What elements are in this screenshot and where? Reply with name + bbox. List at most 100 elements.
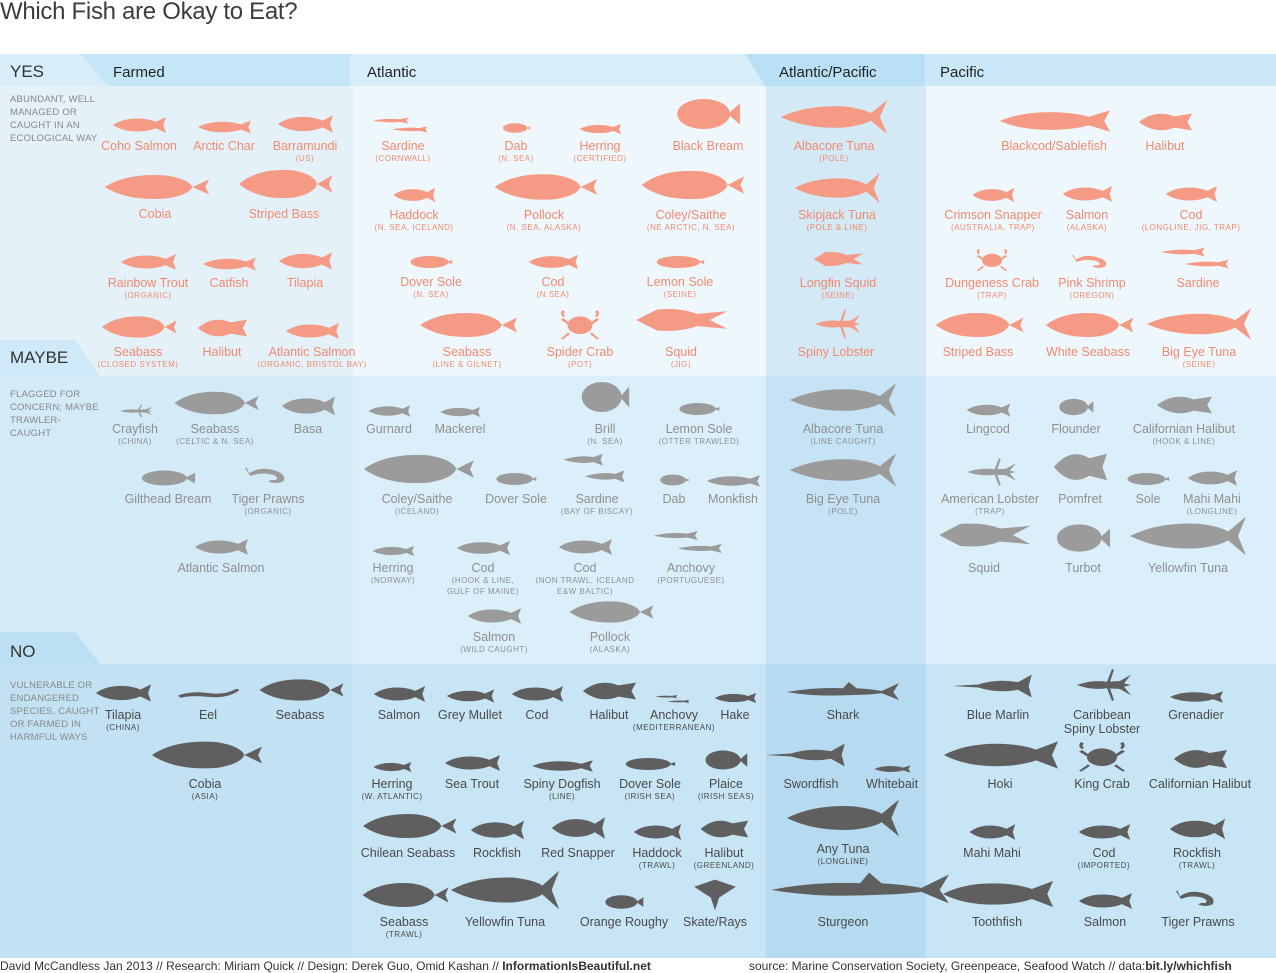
snapper-icon — [551, 817, 606, 839]
fish-name: Dab — [504, 139, 528, 153]
sole-icon — [496, 473, 537, 485]
fish-name: Coho Salmon — [101, 139, 177, 153]
fish-item: Cod (HOOK & LINE, GULF OF MAINE) — [408, 538, 558, 597]
fish-name: Lemon Sole — [646, 275, 714, 289]
fish-note: (ALASKA) — [589, 645, 631, 654]
herring-icon — [579, 123, 622, 135]
fish-name: Big Eye Tuna — [1161, 345, 1237, 359]
fish-item: Dover Sole (N. SEA) — [356, 252, 506, 300]
fish-name: Grey Mullet — [438, 708, 502, 722]
fish-name: Caribbean Spiny Lobster — [1063, 708, 1141, 736]
fish-note: (LINE CAUGHT) — [810, 437, 876, 446]
atlpac-header — [745, 54, 925, 86]
whitebait-icon — [874, 765, 911, 773]
rockfish-icon — [470, 820, 525, 840]
fish-item: Cod (N.SEA) — [478, 252, 628, 300]
fish-item: Lemon Sole (OTTER TRAWLED) — [624, 399, 774, 447]
cod-icon — [511, 686, 564, 702]
fish-item: Dab — [599, 471, 749, 506]
fish-note: (N. SEA, ICELAND) — [374, 223, 454, 232]
pomfret-icon — [1053, 453, 1108, 481]
gurnard-icon — [368, 405, 411, 417]
fish-item: Tiger Prawns — [1123, 886, 1273, 929]
fish-item: Sardine (CORNWALL) — [328, 114, 478, 164]
fish-note: (ORGANIC) — [244, 507, 292, 516]
fish-name: Salmon — [1065, 208, 1109, 222]
crab-icon — [1079, 742, 1125, 772]
fish-name: Black Bream — [672, 139, 744, 153]
fish-item: Orange Roughy — [549, 892, 699, 929]
swordfish-icon — [765, 743, 845, 767]
fish-item: Yellowfin Tuna — [1113, 514, 1263, 575]
pacific-header — [926, 54, 1276, 86]
salmon-icon — [112, 117, 167, 133]
fish-item: Black Bream — [633, 92, 783, 153]
bass-icon — [239, 169, 333, 199]
fish-item: Eel — [133, 681, 283, 722]
fish-item: Pollock (ALASKA) — [535, 597, 685, 655]
fish-name: Turbot — [1065, 561, 1101, 575]
fish-name: Eel — [198, 708, 218, 722]
fish-name: Haddock — [632, 846, 682, 860]
fish-name: Pollock — [523, 208, 565, 222]
fish-item: Striped Bass — [209, 164, 359, 221]
sole-icon — [679, 403, 720, 415]
fish-note: (IMPORTED) — [1077, 861, 1131, 870]
toothfish-icon — [942, 881, 1054, 907]
fish-name: Atlantic Salmon — [268, 345, 356, 359]
sole-icon — [625, 758, 676, 770]
fish-name: Sturgeon — [817, 915, 869, 929]
crab-icon — [560, 310, 600, 340]
fish-name: Arctic Char — [193, 139, 255, 153]
fish-name: Atlantic Salmon — [177, 561, 265, 575]
tuna-icon — [780, 100, 888, 134]
fish-name: Cod — [525, 708, 549, 722]
barramundi-icon — [277, 115, 334, 133]
fish-name: Spider Crab — [546, 345, 614, 359]
fish-name: Salmon — [377, 708, 421, 722]
mullet-icon — [446, 689, 495, 703]
fish-name: Seabass — [113, 345, 163, 359]
sablefish-icon — [999, 110, 1111, 132]
fish-name: Red Snapper — [541, 846, 615, 860]
anchovy-icon — [655, 694, 690, 704]
sardine-icon — [373, 117, 428, 133]
fish-name: Cod — [541, 275, 565, 289]
fish-item: Seabass (CELTIC & N. SEA) — [140, 387, 290, 447]
seabass-icon — [259, 679, 344, 701]
cod-icon — [456, 540, 511, 556]
mackerel-icon — [440, 406, 481, 418]
crayfish-icon — [120, 404, 153, 418]
fish-note: (GREENLAND) — [693, 861, 755, 870]
dogfish-icon — [532, 760, 593, 772]
fish-item: Lemon Sole (SEINE) — [605, 252, 755, 300]
fish-item: King Crab — [1027, 734, 1177, 791]
salmon-icon — [1062, 186, 1113, 202]
fish-item: Monkfish — [658, 473, 808, 506]
row-desc-yes: ABUNDANT, WELL MANAGED OR CAUGHT IN AN E… — [10, 94, 98, 144]
data-link[interactable]: bit.ly/whichfish — [1145, 959, 1232, 973]
fish-item: Big Eye Tuna (SEINE) — [1124, 306, 1274, 370]
fish-item: Halibut — [534, 677, 684, 722]
fish-item: Halibut (GREENLAND) — [649, 815, 799, 871]
fish-note: (W. ATLANTIC) — [361, 792, 423, 801]
fish-name: Halibut — [1145, 139, 1185, 153]
fish-note: (POLE) — [819, 154, 849, 163]
fish-item: Mackerel — [385, 405, 535, 436]
site-link[interactable]: InformationIsBeautiful.net — [502, 959, 651, 973]
fish-name: Mahi Mahi — [963, 846, 1021, 860]
fish-item: Basa — [233, 393, 383, 436]
fish-name: Halibut — [704, 846, 744, 860]
fish-name: Herring — [579, 139, 621, 153]
fish-name: Mackerel — [434, 422, 486, 436]
fish-item: Seabass (LINE & GILNET) — [392, 308, 542, 370]
fish-name: Lemon Sole — [665, 422, 733, 436]
fish-note: (CORNWALL) — [375, 154, 431, 163]
fish-item: Striped Bass — [903, 308, 1053, 359]
fish-name: American Lobster — [941, 492, 1039, 506]
fish-name: Lingcod — [966, 422, 1010, 436]
fish-item: Albacore Tuna (POLE) — [759, 98, 909, 164]
fish-name: Yellowfin Tuna — [1147, 561, 1229, 575]
fish-item: Swordfish — [736, 736, 886, 791]
fish-item: Rockfish (TRAWL) — [1122, 815, 1272, 871]
